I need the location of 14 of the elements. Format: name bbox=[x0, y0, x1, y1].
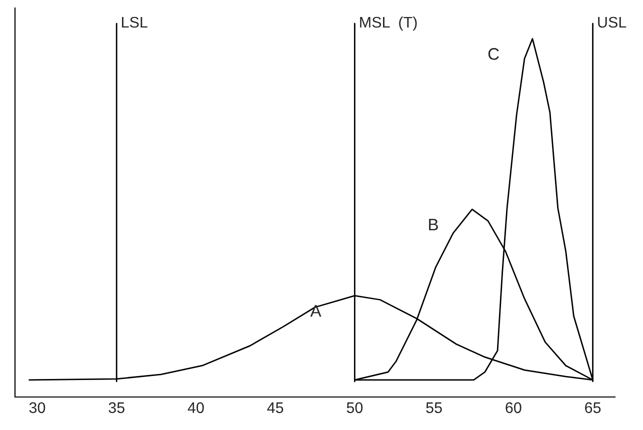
x-tick-label: 30 bbox=[29, 402, 46, 414]
series-label: B bbox=[429, 218, 438, 230]
series-label: A bbox=[310, 305, 322, 317]
x-tick-label: 50 bbox=[346, 402, 363, 414]
x-tick-label: 40 bbox=[188, 402, 204, 414]
x-tick-label: 45 bbox=[267, 402, 284, 414]
x-tick-label: 60 bbox=[506, 402, 522, 414]
x-tick-label: 55 bbox=[426, 402, 442, 414]
series-label: C bbox=[488, 48, 499, 60]
x-tick-label: 35 bbox=[108, 402, 124, 414]
ref-line-label: LSL bbox=[122, 16, 148, 28]
ref-line-label: MSL (T) bbox=[360, 16, 417, 31]
x-tick-label: 65 bbox=[585, 402, 601, 414]
ref-line-label: USL bbox=[598, 16, 626, 28]
